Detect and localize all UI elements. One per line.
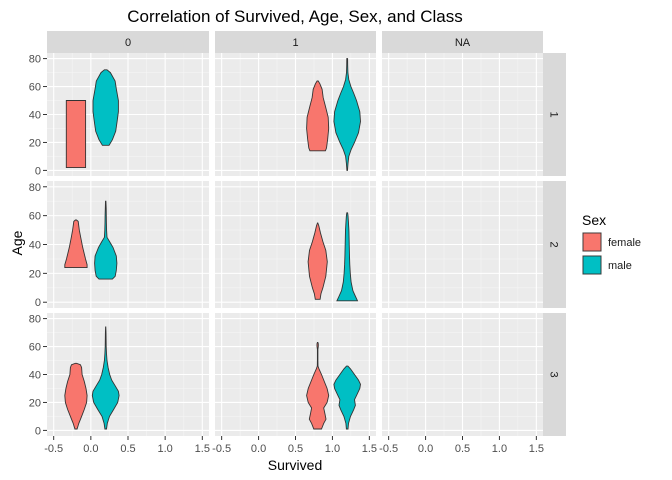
strip-label: 3	[548, 371, 560, 377]
strip-background	[543, 181, 566, 308]
facet-panel-NA-2	[382, 181, 543, 308]
y-axis-label: Age	[9, 230, 25, 255]
y-tick-label: 0	[35, 165, 41, 177]
violin-female-survived-0-class-2	[64, 219, 88, 269]
violin-male-survived-1-class-3	[333, 365, 361, 430]
y-tick-label: 80	[29, 182, 41, 194]
y-tick-label: 0	[35, 425, 41, 437]
violin-female-survived-1-class-1	[306, 80, 330, 152]
x-tick-label: 1.0	[158, 443, 173, 455]
facet-strips: 0 1 NA 1 2 3	[47, 31, 566, 436]
x-tick-label: 1.5	[195, 443, 210, 455]
legend-label-male: male	[608, 260, 632, 272]
facet-strip-row-3: 3	[543, 313, 566, 436]
violin-female-survived-0-class-1	[65, 100, 87, 169]
facet-strip-col-0: 0	[47, 31, 209, 53]
strip-background	[47, 31, 209, 53]
legend-key-male	[582, 255, 602, 275]
y-tick-label: 40	[29, 240, 41, 252]
strip-background	[543, 53, 566, 176]
x-tick-label: 0.5	[455, 443, 470, 455]
facet-strip-col-NA: NA	[382, 31, 543, 53]
strip-label: 0	[125, 37, 131, 49]
y-tick-label: 60	[29, 342, 41, 354]
y-tick-label: 20	[29, 268, 41, 280]
y-tick-label: 40	[29, 370, 41, 382]
x-tick-label: -0.5	[379, 443, 398, 455]
violin-female-survived-0-class-3	[64, 362, 88, 430]
facet-panel-0-2	[47, 181, 209, 308]
violin-female-survived-1-class-3	[306, 341, 330, 430]
y-tick-label: 40	[29, 110, 41, 122]
violin-male-survived-0-class-2	[94, 200, 118, 280]
x-tick-label: 1.0	[325, 443, 340, 455]
x-tick-label: 1.0	[492, 443, 507, 455]
chart-title: Correlation of Survived, Age, Sex, and C…	[127, 7, 462, 26]
legend-label-female: female	[608, 237, 641, 249]
y-tick-label: 60	[29, 211, 41, 223]
facet-panel-NA-3	[382, 313, 543, 436]
x-tick-label: -0.5	[44, 443, 63, 455]
x-tick-label: 0.5	[288, 443, 303, 455]
y-tick-label: 20	[29, 137, 41, 149]
violin-male-survived-0-class-1	[92, 69, 119, 146]
strip-background	[382, 31, 543, 53]
violin-male-survived-0-class-3	[91, 326, 120, 430]
violin-male-survived-1-class-2	[336, 212, 359, 302]
y-tick-label: 80	[29, 314, 41, 326]
x-tick-label: 0.5	[120, 443, 135, 455]
x-axis-label: Survived	[268, 457, 322, 473]
strip-background	[543, 313, 566, 436]
facet-strip-row-2: 2	[543, 181, 566, 308]
legend-title: Sex	[582, 212, 606, 228]
strip-background	[215, 31, 376, 53]
violin-male-survived-1-class-1	[333, 58, 361, 171]
y-tick-label: 80	[29, 54, 41, 66]
x-tick-label: 1.5	[529, 443, 544, 455]
x-tick-label: 0.0	[83, 443, 98, 455]
facet-strip-col-1: 1	[215, 31, 376, 53]
y-tick-label: 20	[29, 397, 41, 409]
y-tick-label: 0	[35, 297, 41, 309]
legend: Sex female male	[582, 212, 641, 275]
x-tick-label: 1.5	[362, 443, 377, 455]
legend-key-female	[582, 232, 602, 252]
facet-panels	[47, 53, 543, 436]
strip-label: NA	[455, 37, 471, 49]
x-tick-label: 0.0	[251, 443, 266, 455]
facet-panel-NA-1	[382, 53, 543, 176]
axes: 0 20 40 60 80 0 20 40 60 80 0 20 40 60 80 -0.5 0.0 0.5 1.0…	[29, 54, 544, 455]
x-tick-label: -0.5	[212, 443, 231, 455]
x-tick-label: 0.0	[418, 443, 433, 455]
facet-strip-row-1: 1	[543, 53, 566, 176]
strip-label: 1	[292, 37, 298, 49]
violin-female-survived-1-class-2	[307, 222, 328, 300]
strip-label: 2	[548, 241, 560, 247]
y-tick-label: 60	[29, 82, 41, 94]
strip-label: 1	[548, 111, 560, 117]
